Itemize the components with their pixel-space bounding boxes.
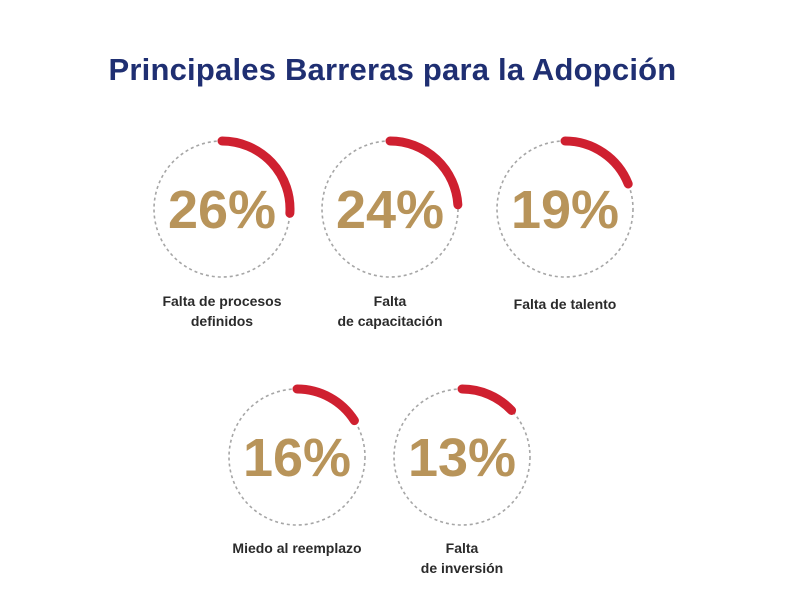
donut-category-label-line: de capacitación xyxy=(337,313,443,329)
donut-value-label: 26% xyxy=(168,180,276,240)
donut-value-arc xyxy=(457,384,517,415)
donut-category-label-line: Miedo al reemplazo xyxy=(232,540,362,556)
donut-category-label: Falta de procesos definidos xyxy=(122,291,322,331)
donut-category-label-line: Falta xyxy=(373,293,407,309)
donut-value-arc xyxy=(217,136,295,218)
donut-category-label: Miedo al reemplazo xyxy=(197,538,397,558)
chart-title: Principales Barreras para la Adopción xyxy=(108,52,677,87)
donut-value-label: 19% xyxy=(511,180,619,240)
donut-category-label-line: Falta xyxy=(445,540,479,556)
donut-category-label: Falta de inversión xyxy=(362,538,562,578)
donut-category-label-line: definidos xyxy=(190,313,254,329)
donut-value-arc xyxy=(385,136,463,210)
donut-value-label: 13% xyxy=(408,428,516,488)
donut-category-label-line: Falta de procesos xyxy=(162,293,282,309)
donut-value-label: 24% xyxy=(336,180,444,240)
donut-value-arc xyxy=(560,136,633,189)
donut-value-label: 16% xyxy=(243,428,351,488)
donut-category-label: Falta de capacitación xyxy=(290,291,490,331)
donut-value-arc xyxy=(292,384,359,426)
donut-category-label: Falta de talento xyxy=(465,294,665,314)
donut-category-label-line: de inversión xyxy=(420,560,504,576)
donut-category-label-line: Falta de talento xyxy=(513,296,617,312)
